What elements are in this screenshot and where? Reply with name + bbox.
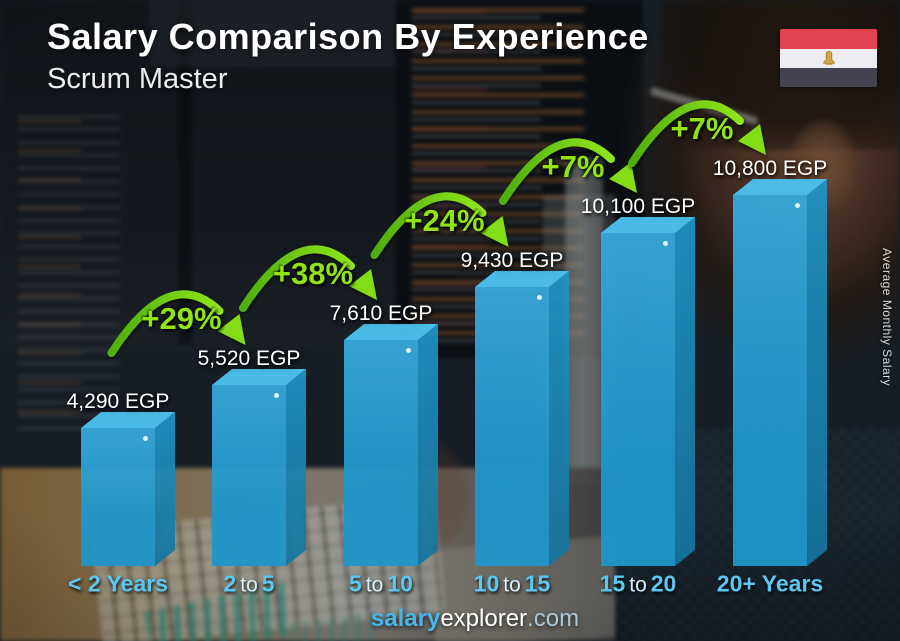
flag-stripe-black (780, 67, 877, 87)
bar-highlight-dot (406, 348, 411, 353)
bar-front-face (601, 233, 675, 566)
bar-top-face (733, 179, 827, 195)
value-label: 7,610 EGP (329, 302, 433, 325)
axis-label: 15 to 20 (600, 571, 677, 598)
bar-front-face (733, 195, 807, 566)
bar-top-face (475, 271, 569, 287)
axis-label: 2 to 5 (223, 571, 274, 598)
axis-label-part: to (629, 573, 647, 597)
bar-6 (733, 179, 827, 566)
page-subtitle: Scrum Master (47, 63, 228, 95)
axis-label-part: 10 (387, 570, 413, 597)
flag-stripe-red (780, 29, 877, 49)
bar-top-face (81, 412, 175, 428)
monitor-edge (178, 0, 192, 345)
footer-brand: salaryexplorer.com (371, 605, 579, 633)
increase-arrowhead (738, 124, 766, 155)
axis-label-part: to (240, 573, 258, 597)
axis-label-part: to (365, 573, 384, 597)
axis-label-part: 2 (223, 570, 237, 597)
increase-arrowhead (217, 314, 246, 345)
increase-arrowhead (480, 216, 509, 247)
brand-explorer: explorer (440, 605, 528, 632)
axis-label-part: to (503, 573, 521, 597)
increase-label: +7% (541, 149, 605, 184)
bar-highlight-dot (663, 241, 668, 246)
monitor-top (150, 0, 410, 66)
increase-label: +38% (272, 256, 354, 291)
axis-label: 10 to 15 (474, 571, 551, 598)
bar-highlight-dot (274, 393, 279, 398)
axis-label-part: 20 (650, 570, 677, 597)
flag-stripe-white (780, 48, 877, 68)
increase-arrowhead (349, 269, 377, 300)
egypt-flag-icon (780, 29, 877, 87)
axis-label-part: 15 (524, 570, 551, 597)
value-label: 10,800 EGP (712, 157, 828, 180)
increase-label: +24% (404, 203, 485, 238)
increase-label: +7% (670, 111, 734, 146)
code-lines-left (18, 115, 168, 430)
value-label: 4,290 EGP (66, 390, 170, 413)
brand-dotcom: .com (527, 605, 580, 632)
bar-highlight-dot (795, 203, 800, 208)
bar-front-face (81, 428, 155, 566)
value-label: 9,430 EGP (460, 249, 564, 272)
axis-label: 5 to 10 (349, 571, 413, 598)
bar-highlight-dot (537, 295, 542, 300)
y-axis-label: Average Monthly Salary (880, 248, 894, 387)
monitor-stand (565, 158, 603, 483)
brand-salary: salary (370, 605, 441, 632)
bar-top-face (344, 324, 438, 340)
value-label: 5,520 EGP (197, 347, 301, 370)
axis-label-part: 5 (261, 570, 275, 597)
bar-top-face (212, 369, 306, 385)
bar-front-face (344, 340, 418, 566)
bar-5 (601, 217, 695, 566)
eagle-of-saladin-icon (822, 51, 835, 66)
bar-highlight-dot (143, 436, 148, 441)
axis-label-part: 10 (473, 570, 500, 597)
bar-2 (212, 369, 306, 566)
bar-1 (81, 412, 175, 566)
bar-front-face (475, 287, 549, 566)
axis-label: < 2 Years (68, 570, 168, 597)
increase-label: +29% (141, 301, 222, 336)
axis-label-part: 5 (349, 570, 362, 597)
bar-top-face (601, 217, 695, 233)
axis-label-part: 15 (599, 570, 626, 597)
page-title: Salary Comparison By Experience (47, 16, 649, 57)
bar-4 (475, 271, 569, 566)
bar-front-face (212, 385, 286, 566)
bar-3 (344, 324, 438, 566)
header: Salary Comparison By Experience Scrum Ma… (47, 16, 649, 96)
value-label: 10,100 EGP (580, 195, 696, 218)
axis-label: 20+ Years (716, 570, 824, 597)
increase-arrowhead (609, 162, 637, 193)
